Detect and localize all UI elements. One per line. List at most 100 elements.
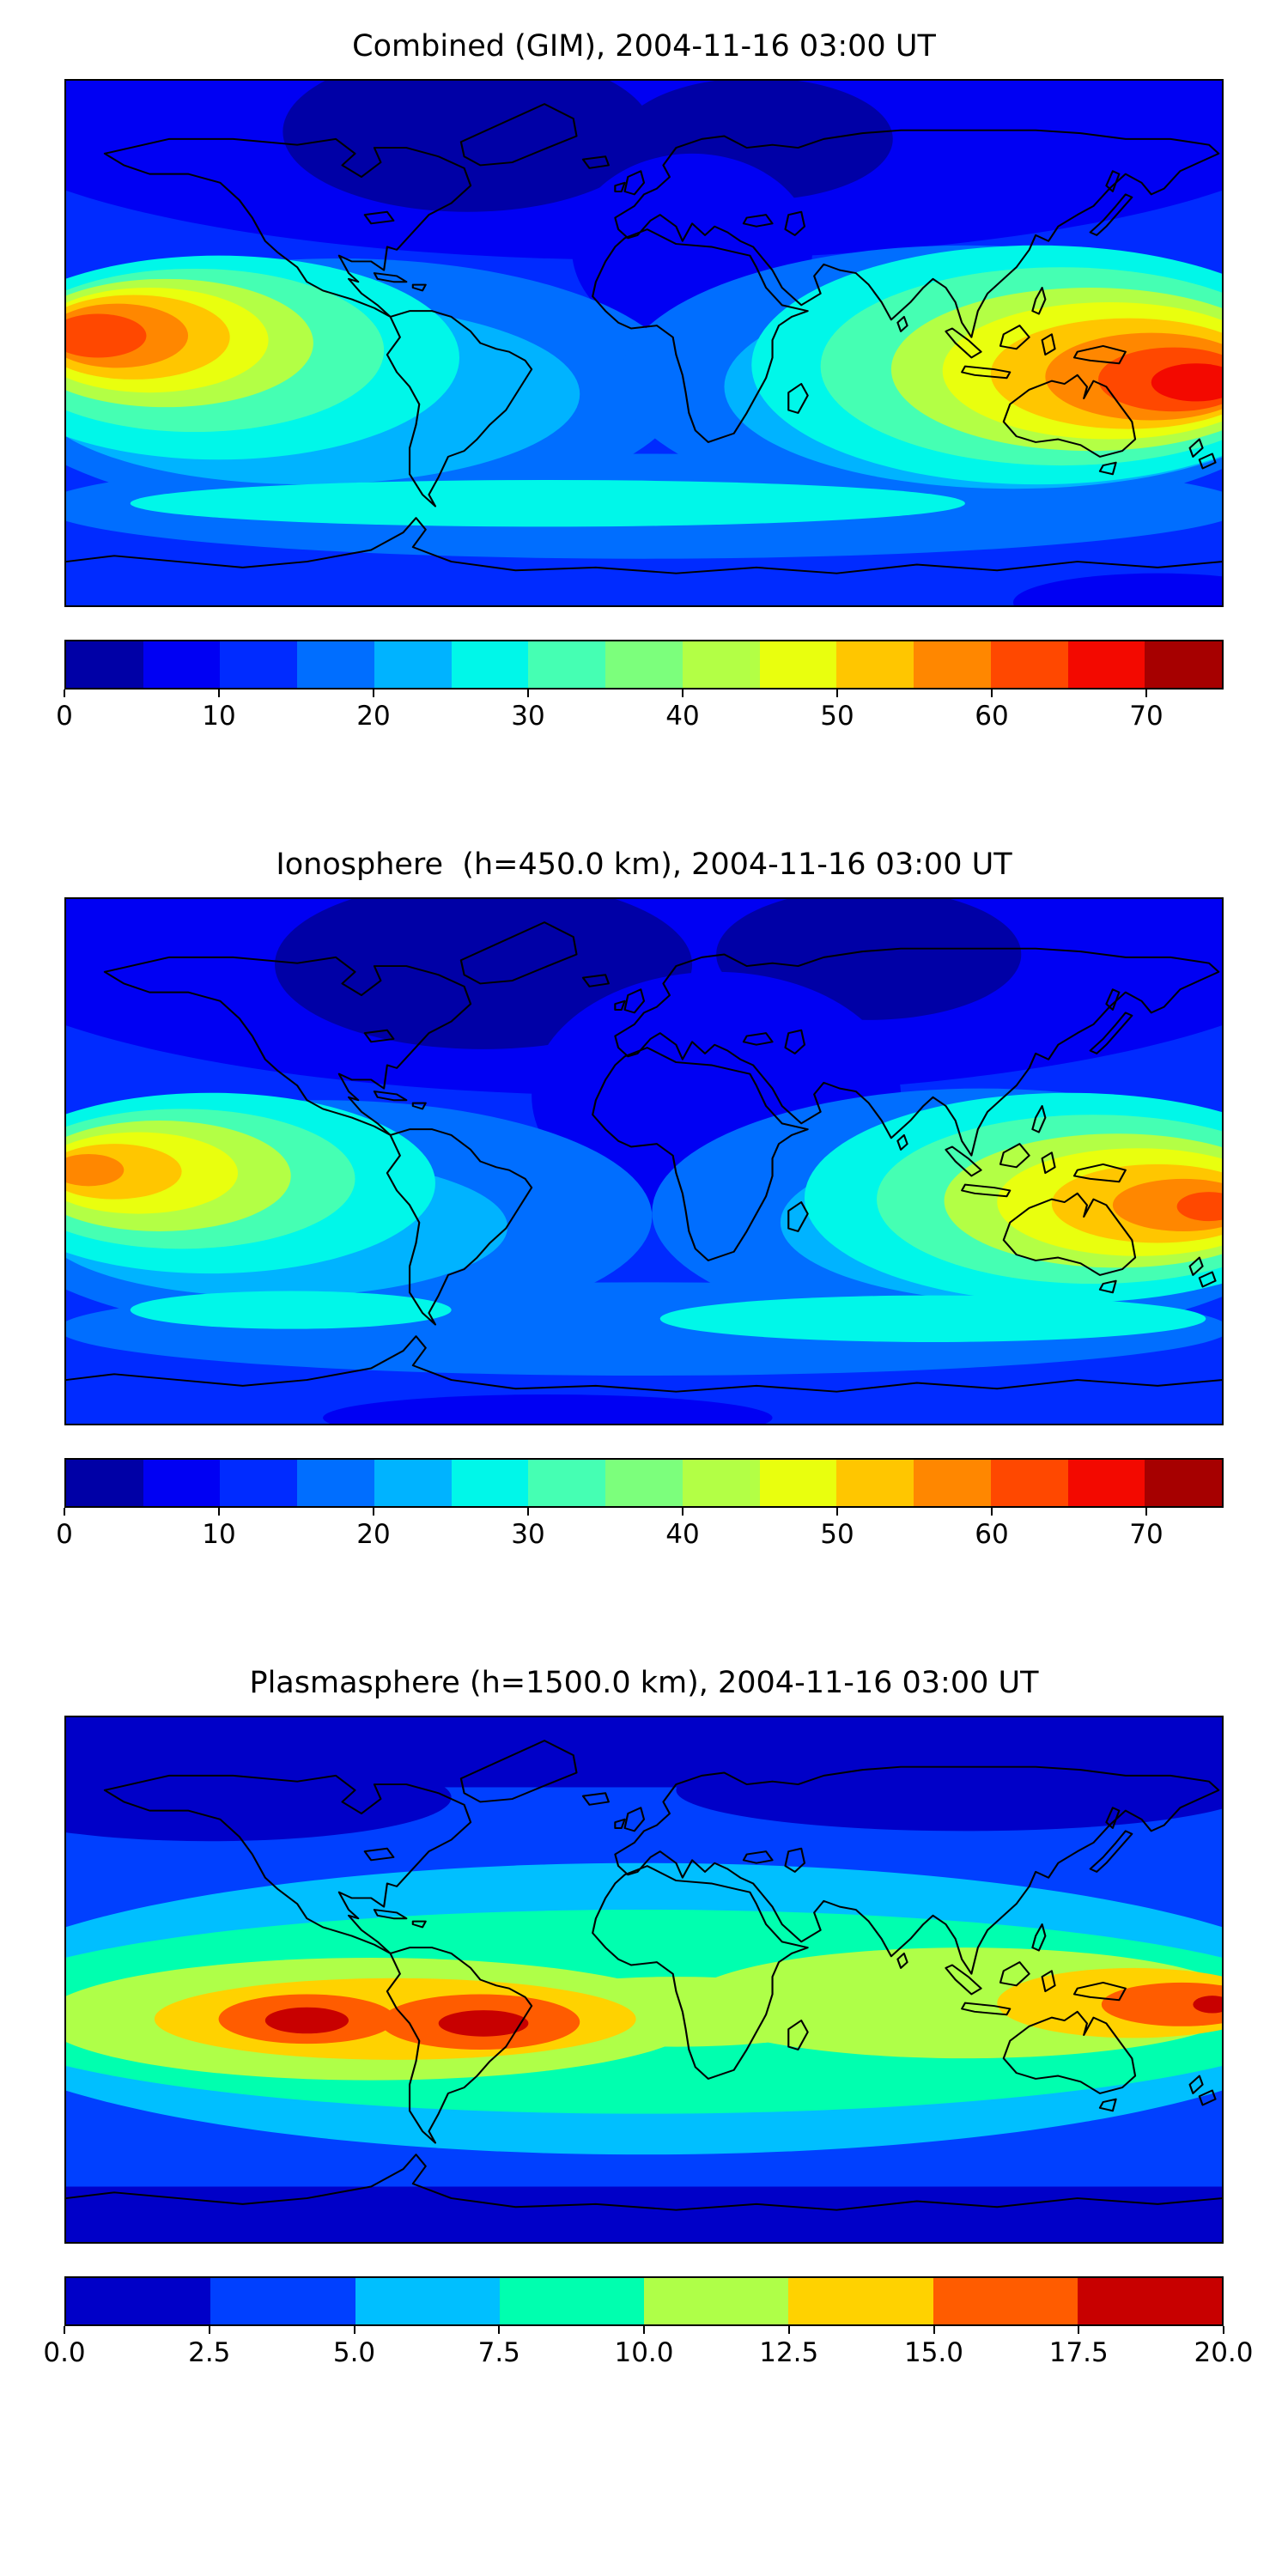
colorbar-segment (210, 2278, 355, 2324)
colorbar-segment (836, 1460, 914, 1506)
colorbar-segment (682, 1460, 760, 1506)
colorbar (64, 640, 1224, 690)
colorbar-tick-label: 60 (975, 701, 1009, 732)
colorbar-tick-label: 15.0 (903, 2337, 964, 2368)
contour-band (66, 2186, 1222, 2242)
colorbar-segment (759, 641, 837, 688)
colorbar-segment (1145, 1460, 1223, 1506)
colorbar-tick (208, 2326, 210, 2334)
map-plot (64, 1716, 1224, 2244)
colorbar-tick (527, 1508, 529, 1516)
colorbar-tick (836, 690, 838, 697)
colorbar-tick-label: 10.0 (614, 2337, 674, 2368)
colorbar-segment (499, 2278, 644, 2324)
colorbar-segment (143, 641, 221, 688)
world-tec-map (66, 81, 1222, 605)
colorbar-tick-label: 20 (356, 701, 391, 732)
contour-band (66, 1753, 452, 1842)
colorbar-tick (373, 1508, 374, 1516)
colorbar-segment (990, 641, 1068, 688)
colorbar-segment (451, 641, 529, 688)
colorbar-segment (605, 641, 683, 688)
contour-band (438, 2010, 529, 2037)
colorbar-segment (933, 2278, 1078, 2324)
panel-plasmasphere: Plasmasphere (h=1500.0 km), 2004-11-16 0… (43, 1666, 1253, 2374)
colorbar-segment (1077, 2278, 1222, 2324)
contour-band (1193, 1996, 1222, 2014)
colorbar-segment (297, 641, 374, 688)
contour-fills (66, 81, 1222, 605)
colorbar-tick (64, 2326, 65, 2334)
colorbar-tick-label: 50 (820, 1519, 854, 1550)
world-tec-map (66, 899, 1222, 1424)
colorbar-tick (991, 1508, 993, 1516)
colorbar-segment (143, 1460, 221, 1506)
colorbar-tick-label: 10 (202, 1519, 236, 1550)
contour-band (659, 1295, 1206, 1342)
figure-title: Plasmasphere (h=1500.0 km), 2004-11-16 0… (249, 1666, 1039, 1700)
contour-fills (66, 899, 1222, 1424)
colorbar-tick (64, 1508, 65, 1516)
colorbar-tick (498, 2326, 501, 2334)
colorbar-segment (66, 2278, 211, 2324)
colorbar-tick-label: 17.5 (1048, 2337, 1109, 2368)
colorbar-segment (914, 1460, 991, 1506)
colorbar-tick (643, 2326, 645, 2334)
colorbar-segment (1067, 641, 1145, 688)
contour-fills (66, 1717, 1222, 2242)
colorbar-tick-label: 40 (665, 701, 700, 732)
contour-band (130, 480, 965, 527)
colorbar-segment (1067, 1460, 1145, 1506)
colorbar-segment (374, 1460, 452, 1506)
contour-band (1151, 363, 1222, 402)
contour-band (264, 2007, 349, 2034)
colorbar-segment (528, 1460, 606, 1506)
colorbar-tick-label: 20.0 (1194, 2337, 1254, 2368)
panel-combined-gim: Combined (GIM), 2004-11-16 03:00 UT (56, 29, 1224, 738)
colorbar-segment (914, 641, 991, 688)
colorbar-tick (353, 2326, 355, 2334)
colorbar-segment (1145, 641, 1223, 688)
colorbar-segment (788, 2278, 933, 2324)
contour-band (283, 81, 653, 212)
colorbar-segment (66, 641, 143, 688)
colorbar-tick-label: 70 (1129, 701, 1163, 732)
colorbar-tick (787, 2326, 790, 2334)
colorbar-segment (374, 641, 452, 688)
colorbar-ticks: 0 10 20 30 40 50 60 70 (56, 690, 1224, 738)
colorbar-tick (933, 2326, 935, 2334)
colorbar-tick-label: 0 (56, 1519, 73, 1550)
map-plot (64, 897, 1224, 1425)
colorbar-tick (991, 690, 993, 697)
colorbar-segment (644, 2278, 789, 2324)
contour-band (130, 1291, 452, 1329)
colorbar-tick-label: 0 (56, 701, 73, 732)
colorbar-segment (220, 1460, 298, 1506)
colorbar-tick-label: 7.5 (477, 2337, 520, 2368)
colorbar-tick-label: 10 (202, 701, 236, 732)
colorbar-tick-label: 50 (820, 701, 854, 732)
contour-band (66, 1154, 125, 1187)
colorbar-tick-label: 20 (356, 1519, 391, 1550)
colorbar-tick (527, 690, 529, 697)
colorbar-tick (1223, 2326, 1224, 2334)
colorbar-tick-label: 30 (511, 1519, 545, 1550)
colorbar-segment (759, 1460, 837, 1506)
colorbar (64, 1458, 1224, 1508)
colorbar-tick-label: 12.5 (759, 2337, 819, 2368)
colorbar-tick (373, 690, 374, 697)
colorbar-segment (451, 1460, 529, 1506)
colorbar-tick (218, 1508, 220, 1516)
colorbar-tick (64, 690, 65, 697)
colorbar-segment (836, 641, 914, 688)
contour-band (1176, 1192, 1222, 1222)
colorbar-segment (355, 2278, 500, 2324)
colorbar-segment (66, 1460, 143, 1506)
colorbar-tick (682, 690, 683, 697)
colorbar-tick-label: 0.0 (43, 2337, 86, 2368)
colorbar-tick-label: 2.5 (188, 2337, 231, 2368)
colorbar-tick (1145, 690, 1147, 697)
figure-title: Combined (GIM), 2004-11-16 03:00 UT (352, 29, 936, 64)
world-tec-map (66, 1717, 1222, 2242)
figure-title: Ionosphere (h=450.0 km), 2004-11-16 03:0… (276, 848, 1012, 882)
